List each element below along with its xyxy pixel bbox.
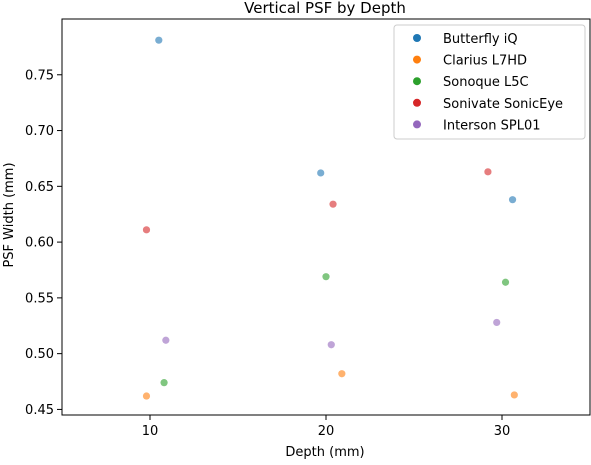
x-tick-label: 10 bbox=[142, 424, 159, 439]
data-point-2-0 bbox=[160, 379, 168, 387]
legend-label-2: Sonoque L5C bbox=[443, 75, 529, 90]
data-point-0-2 bbox=[508, 196, 517, 204]
legend-marker-0 bbox=[413, 34, 421, 42]
y-tick-label: 0.65 bbox=[25, 180, 54, 195]
legend: Butterfly iQ Clarius L7HD Sonoque L5C Soniv… bbox=[393, 24, 586, 140]
data-point-3-0 bbox=[142, 226, 151, 234]
data-point-4-1 bbox=[327, 341, 335, 349]
legend-label-0: Butterfly iQ bbox=[443, 32, 518, 47]
data-point-4-2 bbox=[493, 318, 501, 327]
data-point-1-1 bbox=[338, 370, 346, 378]
legend-label-4: Interson SPL01 bbox=[443, 118, 541, 133]
legend-marker-3 bbox=[413, 98, 421, 107]
data-point-1-2 bbox=[510, 391, 518, 399]
data-point-4-0 bbox=[162, 336, 170, 344]
y-tick-label: 0.50 bbox=[25, 347, 54, 362]
x-axis: 10 20 30 bbox=[142, 415, 511, 439]
legend-label-1: Clarius L7HD bbox=[443, 54, 527, 69]
data-point-3-1 bbox=[329, 200, 337, 208]
data-point-2-2 bbox=[501, 278, 510, 286]
legend-marker-2 bbox=[413, 77, 421, 86]
y-axis: 0.45 0.50 0.55 0.60 0.65 0.70 0.75 bbox=[25, 68, 62, 418]
data-point-2-1 bbox=[322, 273, 330, 281]
y-tick-label: 0.55 bbox=[25, 291, 54, 306]
legend-marker-1 bbox=[413, 55, 421, 64]
legend-box bbox=[393, 24, 586, 140]
y-axis-label: PSF Width (mm) bbox=[2, 162, 17, 267]
data-point-0-1 bbox=[317, 169, 325, 177]
x-tick-label: 20 bbox=[318, 424, 335, 439]
x-tick-label: 30 bbox=[494, 424, 511, 439]
y-tick-label: 0.70 bbox=[25, 124, 54, 139]
data-point-0-0 bbox=[155, 36, 163, 44]
legend-marker-4 bbox=[413, 120, 421, 129]
data-point-1-0 bbox=[142, 392, 151, 400]
data-point-3-2 bbox=[484, 168, 492, 176]
chart-title: Vertical PSF by Depth bbox=[244, 0, 406, 17]
x-axis-label: Depth (mm) bbox=[285, 445, 364, 460]
y-tick-label: 0.75 bbox=[25, 68, 54, 83]
y-tick-label: 0.60 bbox=[25, 236, 54, 251]
y-tick-label: 0.45 bbox=[25, 403, 54, 418]
data-points bbox=[142, 36, 518, 400]
legend-label-3: Sonivate SonicEye bbox=[443, 97, 563, 112]
